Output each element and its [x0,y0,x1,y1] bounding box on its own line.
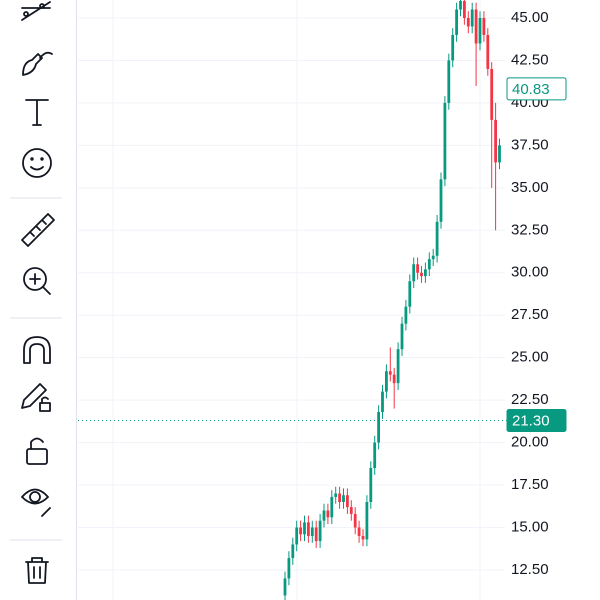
candle-body [478,18,482,44]
candle-body [326,510,330,518]
candle-body [381,391,384,413]
plot-area: 12.50 15.00 17.50 20.00 22.50 25.00 27.50 30.00… [78,0,567,600]
candle-body [466,18,470,27]
price-marker-label: 21.30 [512,412,550,429]
candle-body [408,281,412,307]
candle-body [283,578,287,596]
candle-body [435,221,439,256]
price-marker-box [506,77,567,101]
y-tick-label: 42.50 [511,51,549,68]
candle-body [447,60,451,103]
candle-body [291,544,295,559]
candle-body [463,1,466,19]
delete-tool[interactable] [25,557,49,584]
candle-body [404,306,408,324]
candle-body [451,34,455,61]
candle-body [439,179,443,222]
candle-body [334,493,338,497]
candle-body [427,259,431,270]
candle-body [349,507,353,514]
candle-body [400,323,404,350]
toolbar [10,1,62,584]
candle-body [299,527,302,535]
candle-body [416,264,419,273]
candle-body [470,9,474,27]
candle-body [353,513,357,528]
candle-body [377,412,380,443]
y-tick-label: 15.00 [511,518,549,535]
grid-vertical [112,0,481,600]
price-marker-label: 40.83 [512,81,550,98]
candle-body [412,264,416,282]
y-tick-label: 25.00 [511,349,549,366]
candle-body [482,18,486,35]
y-tick-label: 22.50 [511,391,549,408]
visibility-tool[interactable] [21,488,51,517]
candle-body [486,34,490,69]
candle-body [287,558,291,579]
candle-body [494,119,497,163]
y-tick-label: 32.50 [511,221,549,238]
text-tool[interactable] [25,99,49,126]
candle-body [322,510,326,521]
y-tick-label: 12.50 [511,561,549,578]
candle-body [431,255,435,260]
candle-body [303,522,306,535]
y-tick-label: 35.00 [511,179,549,196]
candle-body [455,9,458,35]
price-marker-box [506,408,567,432]
candle-body [498,145,501,163]
candle-body [373,442,377,469]
magnet-tool[interactable] [23,336,51,364]
candle-body [385,371,388,392]
candle-body [396,349,400,384]
candle-body [474,9,478,44]
candle-body [459,1,462,10]
ruler-tool[interactable] [21,213,55,247]
y-tick-label: 45.00 [511,9,549,26]
candle-body [357,527,361,536]
emoji-tool[interactable] [22,148,52,178]
candle-body [490,68,494,120]
candle-body [424,269,427,277]
y-tick-label: 27.50 [511,306,549,323]
candle-body [310,527,314,536]
candle-body [388,371,392,375]
zoom-tool[interactable] [23,267,51,295]
candle-body [346,495,349,508]
candle-body [392,374,396,384]
lock-tool[interactable] [26,437,48,465]
candle-body [342,495,345,503]
candle-body [361,535,365,540]
y-tick-label: 17.50 [511,476,549,493]
candle-body [369,468,373,503]
candle-body [295,527,299,545]
brush-tool[interactable] [22,51,53,76]
candle-body [318,520,322,542]
candle-body [307,522,310,536]
y-tick-label: 20.00 [511,434,549,451]
y-tick-label: 37.50 [511,136,549,153]
candle-body [420,272,423,277]
candle-body [365,502,369,540]
candle-body [338,493,341,503]
lock-drawing-tool[interactable] [21,383,51,412]
y-tick-label: 30.00 [511,264,549,281]
candle-body [314,527,318,542]
candle-body [330,496,334,518]
candle-body [443,102,447,180]
lines-tool[interactable] [21,1,51,21]
